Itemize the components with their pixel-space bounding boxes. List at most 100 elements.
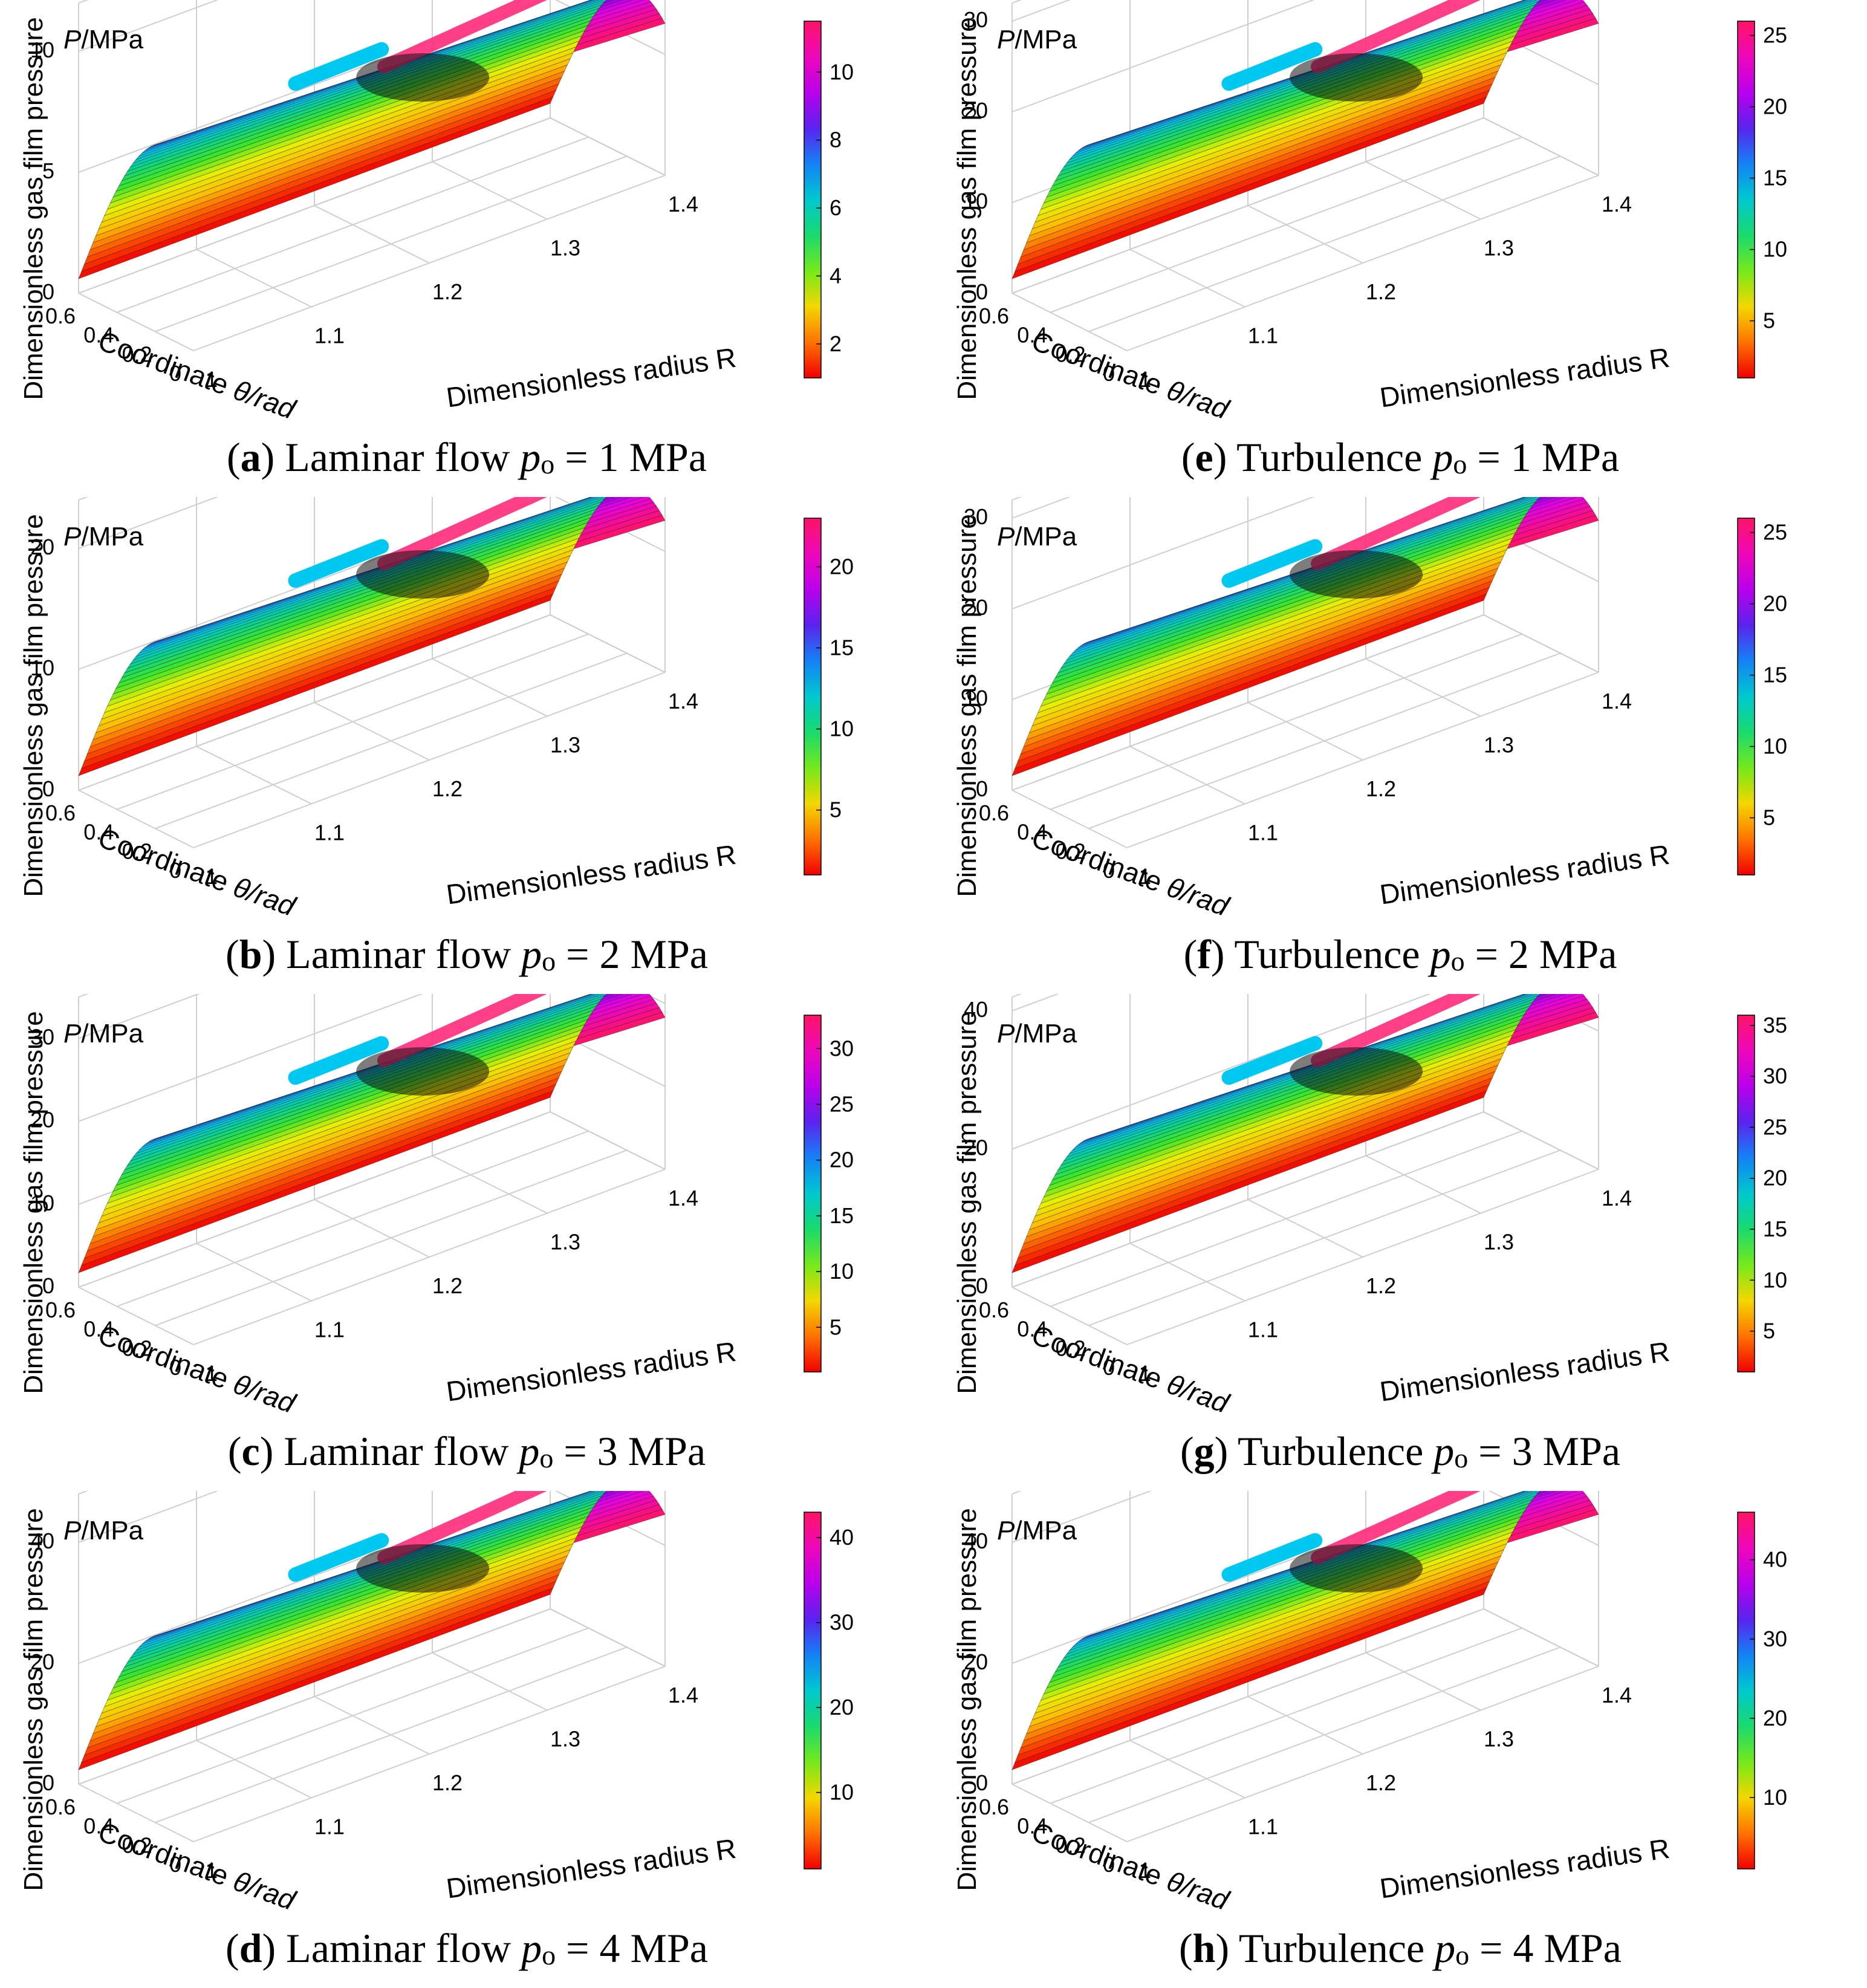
floor-gridline [1129, 1242, 1245, 1302]
colorbar-tick-label: 15 [1763, 1217, 1787, 1241]
theta-axis-label: Coordinate θ/rad [94, 1319, 300, 1417]
theta-tick-label: 0.2 [1056, 1833, 1086, 1857]
r-tick-label: 1.4 [1602, 1186, 1632, 1210]
theta-axis-text: Coordinate [94, 1816, 240, 1894]
z-axis-label: P/MPa [997, 25, 1077, 54]
theta-tick-label: 0.6 [979, 1298, 1009, 1322]
z-axis-symbol: P [997, 25, 1015, 54]
caption-letter: c [241, 1428, 260, 1474]
theta-tick-label: 0.6 [979, 304, 1009, 328]
theta-tick-label: 0.2 [1056, 1336, 1086, 1360]
caption-letter: b [239, 931, 262, 977]
y-axis-label: Dimensionless gas film pressure [19, 17, 48, 400]
r-tick-label: 1.3 [550, 236, 580, 261]
theta-tick-label: 0.6 [979, 1795, 1009, 1819]
caption-po-sub: o [1454, 1443, 1469, 1473]
floor-gridline [1050, 136, 1522, 313]
caption-punctuation: ( [1183, 931, 1198, 977]
colorbar-tick-label: 10 [830, 716, 854, 741]
theta-axis-symbol: θ/rad [1163, 374, 1233, 423]
colorbar-tick-label: 10 [1763, 1785, 1787, 1810]
theta-axis-text: Coordinate [94, 822, 240, 900]
groove-shadow [356, 550, 490, 599]
groove-shadow [356, 53, 490, 102]
z-tick-label: 0 [976, 279, 988, 304]
theta-tick-label: 0.6 [45, 1298, 76, 1322]
surface-strip [1011, 1587, 1487, 1770]
caption-punctuation [511, 1925, 521, 1971]
z-axis-symbol: P [997, 1516, 1015, 1545]
z-axis-unit: /MPa [1015, 25, 1077, 54]
theta-tick-label: 0 [1103, 1852, 1115, 1877]
caption-flow: Turbulence [1236, 434, 1423, 480]
height-gridline [78, 117, 666, 294]
colorbar-tick-label: 30 [830, 1610, 854, 1635]
colorbar-tick-label: 15 [830, 635, 854, 660]
surface-strip [78, 1587, 554, 1770]
surface-strip [1011, 593, 1487, 776]
colorbar-tick-label: 25 [1763, 1114, 1787, 1139]
caption-punctuation: ) [1213, 434, 1237, 480]
panel-caption: (g) Turbulence po = 3 MPa [934, 1427, 1867, 1480]
theta-tick-label: 0.6 [45, 801, 76, 825]
floor-gridline [1129, 1740, 1245, 1799]
r-axis-label: Dimensionless radius R [444, 342, 738, 414]
theta-axis-text: Coordinate [94, 1319, 240, 1397]
z-axis-symbol: P [63, 1516, 82, 1545]
groove-shadow [1290, 1544, 1423, 1593]
caption-punctuation [1468, 1428, 1478, 1474]
panel-caption: (d) Laminar flow po = 4 MPa [0, 1924, 934, 1977]
z-axis-label: P/MPa [63, 1516, 144, 1545]
groove-region [1221, 1533, 1323, 1582]
floor-gridline [196, 1740, 312, 1799]
z-tick-label: 20 [30, 1649, 54, 1674]
pressure-peak [1311, 0, 1481, 74]
groove-region [1221, 1036, 1323, 1085]
caption-condition: = 1 MPa [565, 434, 707, 480]
caption-punctuation: ) [261, 434, 285, 480]
r-tick-label: 1.3 [1484, 1727, 1514, 1752]
colorbar-tick-label: 20 [1763, 94, 1787, 119]
pressure-peak [377, 0, 547, 74]
r-tick-label: 1.1 [1248, 1317, 1278, 1342]
theta-tick-label: 0.4 [83, 1814, 114, 1839]
caption-punctuation: ( [226, 434, 241, 480]
theta-axis-label: Coordinate θ/rad [1028, 1816, 1234, 1914]
caption-flow: Turbulence [1238, 1925, 1425, 1971]
z-tick-label: 0 [976, 776, 988, 801]
caption-po-sub: o [542, 946, 556, 976]
r-tick-label: 1.1 [314, 1814, 345, 1839]
axis-grid [78, 1491, 666, 1842]
colorbar [804, 21, 822, 378]
z-tick-label: 10 [30, 1191, 54, 1215]
theta-tick-label: 0.4 [83, 1317, 114, 1342]
groove-region [288, 1036, 389, 1085]
caption-punctuation [1467, 434, 1477, 480]
caption-condition: = 3 MPa [1478, 1428, 1621, 1474]
groove-region [1221, 539, 1323, 588]
theta-tick-label: 0.4 [1017, 1317, 1047, 1342]
colorbar-tick-label: 5 [830, 797, 842, 822]
groove-shadow [356, 1544, 490, 1593]
theta-tick-label: 0.2 [122, 1833, 152, 1857]
panel-a: 0 5 10 0.6 0.4 0.2 0 1 1.1 1.2 1.3 1.4 Dimensionless… [0, 0, 934, 497]
caption-flow: Turbulence [1234, 931, 1420, 977]
colorbar-tick-label: 5 [830, 1314, 842, 1339]
r-tick-label: 1 [1139, 367, 1151, 392]
y-axis-label: Dimensionless gas film pressure [952, 514, 982, 897]
z-tick-label: 20 [964, 595, 988, 620]
height-gridline [78, 1111, 666, 1288]
panel-caption: (a) Laminar flow po = 1 MPa [0, 433, 934, 486]
z-axis-unit: /MPa [81, 522, 143, 551]
caption-punctuation: ) [259, 1428, 284, 1474]
r-tick-label: 1.4 [668, 689, 698, 713]
caption-punctuation [1420, 931, 1430, 977]
z-axis-symbol: P [63, 522, 82, 551]
surface-strip [78, 1090, 554, 1273]
r-tick-label: 1.1 [1248, 1814, 1278, 1839]
floor-gridline [1088, 1646, 1561, 1824]
r-tick-label: 1 [1139, 1361, 1151, 1386]
